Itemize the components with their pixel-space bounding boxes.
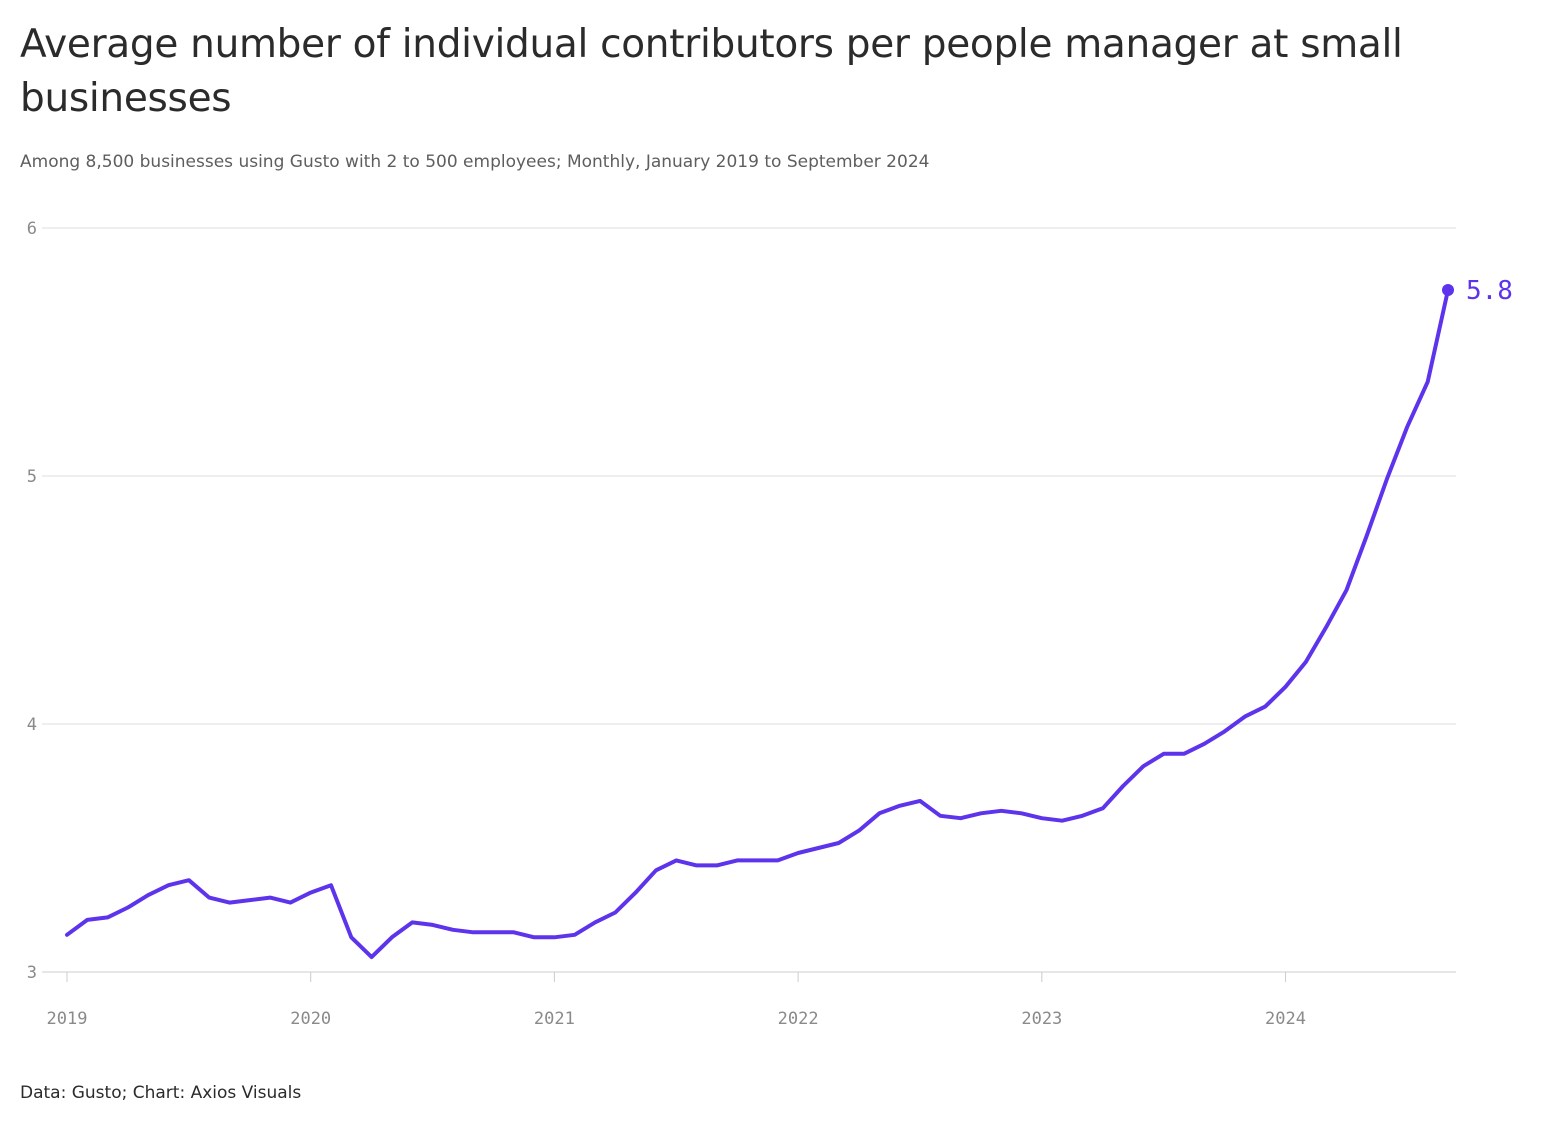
x-tick-label: 2020: [290, 1009, 331, 1029]
line-chart: 3 4 5 6 2019 2020 2021 2022 2023 2024 5.8: [27, 219, 1513, 1029]
x-tick-label: 2021: [534, 1009, 575, 1029]
grid-lines: 3 4 5 6: [27, 219, 1456, 983]
y-tick-label: 4: [27, 715, 37, 735]
x-tick-label: 2022: [778, 1009, 819, 1029]
end-value-label: 5.8: [1466, 276, 1513, 306]
end-point-marker: [1442, 284, 1454, 296]
x-tick-label: 2024: [1265, 1009, 1306, 1029]
series-layer: 5.8: [65, 276, 1513, 960]
x-tick-label: 2019: [47, 1009, 88, 1029]
x-axis: 2019 2020 2021 2022 2023 2024: [47, 972, 1306, 1029]
chart-subtitle: Among 8,500 businesses using Gusto with …: [20, 152, 930, 172]
y-tick-label: 3: [27, 963, 37, 983]
chart-title: Average number of individual contributor…: [20, 22, 1403, 121]
x-tick-label: 2023: [1021, 1009, 1062, 1029]
source-note: Data: Gusto; Chart: Axios Visuals: [20, 1083, 302, 1103]
y-tick-label: 6: [27, 219, 37, 239]
series-line: [65, 288, 1450, 960]
y-tick-label: 5: [27, 467, 37, 487]
